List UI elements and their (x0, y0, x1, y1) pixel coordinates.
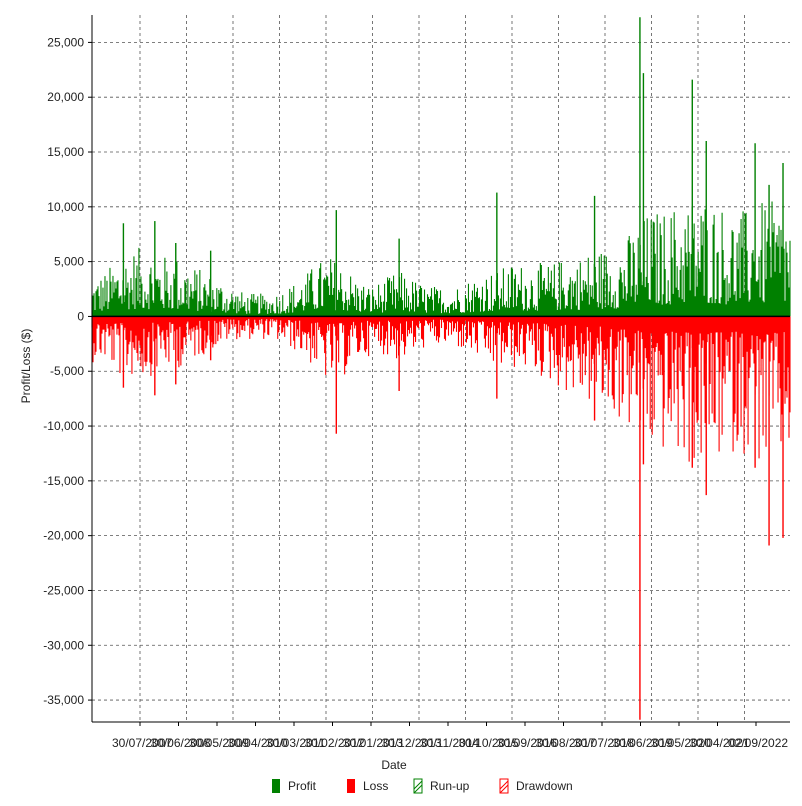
legend-hatch (499, 780, 509, 794)
x-tick-label: 30/04/2010 (228, 736, 288, 750)
legend-swatch (272, 779, 280, 793)
x-tick-label: 30/02/2012 (305, 736, 365, 750)
x-axis-ticks: 30/07/200730/06/200830/05/200930/04/2010… (112, 722, 788, 750)
legend: Profit Loss Run-up Drawdown (272, 778, 573, 794)
x-tick-label: 30/06/2019 (613, 736, 673, 750)
loss-bars (91, 316, 791, 462)
legend-swatch (499, 778, 509, 794)
legend-item: Profit (272, 779, 317, 793)
legend-item: Loss (347, 779, 388, 793)
y-tick-label: -20,000 (43, 529, 84, 543)
bars (91, 17, 791, 720)
legend-swatch (347, 779, 355, 793)
x-tick-label: 30/03/2011 (266, 736, 325, 750)
y-tick-label: 15,000 (47, 145, 84, 159)
legend-hatch (413, 780, 423, 794)
x-tick-label: 30/11/2014 (420, 736, 479, 750)
y-tick-label: 20,000 (47, 90, 84, 104)
x-tick-label: 30/07/2018 (574, 736, 634, 750)
legend-label: Profit (288, 779, 317, 793)
profit-bars (91, 201, 791, 317)
legend-swatch (413, 778, 423, 794)
x-tick-label: 30/05/2009 (189, 736, 249, 750)
y-tick-label: -15,000 (43, 474, 84, 488)
y-tick-label: -30,000 (43, 638, 84, 652)
y-axis-ticks: 25,000 20,000 15,000 10,000 5,000 0 -5,000 -10,… (43, 35, 92, 707)
y-tick-label: -35,000 (43, 693, 84, 707)
legend-item: Run-up (413, 778, 470, 794)
x-tick-label: 30/06/2008 (151, 736, 211, 750)
legend-item: Drawdown (499, 778, 573, 794)
x-tick-label: 30/09/2016 (497, 736, 557, 750)
legend-label: Loss (363, 779, 388, 793)
grid (92, 15, 790, 722)
y-tick-label: 0 (77, 309, 84, 323)
x-tick-label: 30/07/2007 (112, 736, 172, 750)
x-tick-label: 02/09/2022 (728, 736, 788, 750)
y-tick-label: 5,000 (54, 255, 84, 269)
x-axis-label: Date (381, 758, 407, 772)
y-tick-label: 25,000 (47, 35, 84, 49)
y-tick-label: -10,000 (43, 419, 84, 433)
x-tick-label: 30/04/2021 (690, 736, 750, 750)
x-tick-label: 30/10/2015 (459, 736, 519, 750)
x-tick-label: 30/08/2017 (536, 736, 596, 750)
legend-label: Run-up (430, 779, 470, 793)
y-tick-label: -25,000 (43, 583, 84, 597)
y-axis-label: Profit/Loss ($) (19, 329, 33, 404)
y-tick-label: -5,000 (50, 364, 84, 378)
x-tick-label: 30/01/2013 (343, 736, 403, 750)
axes (91, 15, 790, 723)
x-tick-label: 30/12/2013 (382, 736, 442, 750)
x-tick-label: 30/05/2020 (651, 736, 711, 750)
y-tick-label: 10,000 (47, 200, 84, 214)
legend-label: Drawdown (516, 779, 573, 793)
